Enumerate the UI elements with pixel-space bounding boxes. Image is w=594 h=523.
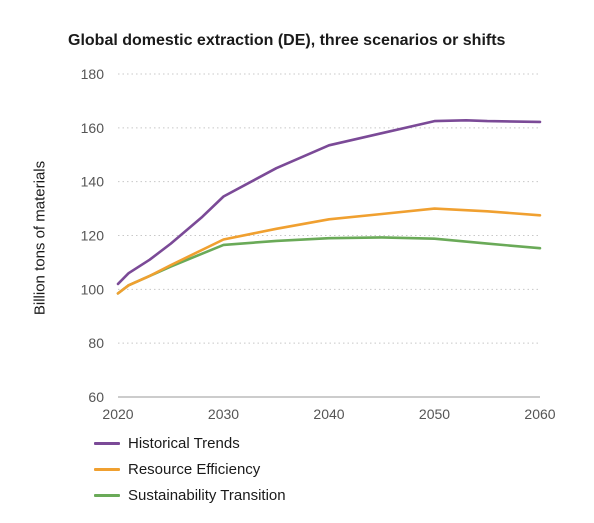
y-tick-label: 160 [81, 120, 105, 136]
legend-swatch [94, 493, 120, 497]
series-line-resource-efficiency [116, 207, 542, 295]
legend-label: Resource Efficiency [128, 460, 261, 478]
series-lines [116, 119, 542, 295]
x-tick-label: 2050 [419, 406, 450, 422]
x-tick-label: 2030 [208, 406, 239, 422]
y-tick-label: 100 [81, 281, 105, 297]
legend-swatch [94, 467, 120, 471]
legend-item-sustainability-transition: Sustainability Transition [94, 482, 286, 508]
chart-title: Global domestic extraction (DE), three s… [68, 32, 506, 49]
legend: Historical Trends Resource Efficiency Su… [94, 430, 286, 508]
x-tick-label: 2040 [313, 406, 344, 422]
legend-item-historical-trends: Historical Trends [94, 430, 286, 456]
y-tick-label: 180 [81, 66, 105, 82]
y-tick-label: 140 [81, 174, 105, 190]
legend-item-resource-efficiency: Resource Efficiency [94, 456, 286, 482]
legend-label: Sustainability Transition [128, 486, 286, 504]
y-tick-label: 120 [81, 228, 105, 244]
legend-swatch [94, 441, 120, 445]
series-line-historical-trends [116, 119, 542, 286]
series-line-sustainability-transition [116, 236, 542, 295]
y-tick-labels: 60 80 100 120 140 160 180 [81, 66, 105, 405]
x-tick-label: 2020 [102, 406, 133, 422]
legend-label: Historical Trends [128, 434, 240, 452]
x-tick-label: 2060 [524, 406, 555, 422]
y-tick-label: 60 [88, 389, 104, 405]
y-tick-label: 80 [88, 335, 104, 351]
gridlines [118, 73, 540, 398]
x-tick-labels: 2020 2030 2040 2050 2060 [102, 406, 555, 422]
